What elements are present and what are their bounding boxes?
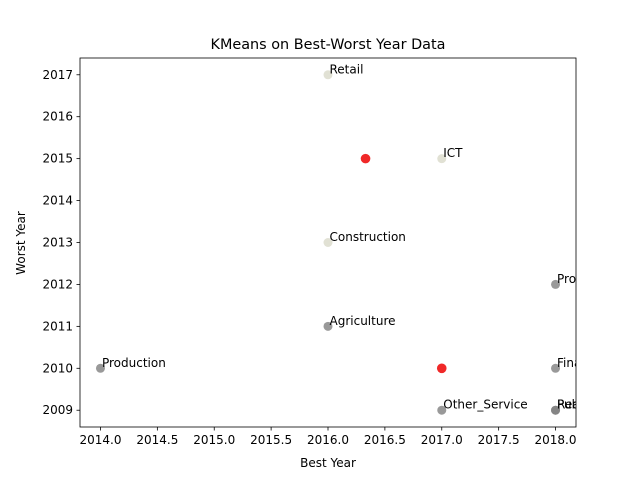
y-tick-label-2: 2011: [42, 319, 73, 333]
centroid-point-0: [360, 153, 371, 164]
x-axis-label: Best Year: [300, 456, 356, 470]
point-label-0: Retail: [330, 62, 364, 76]
point-label-1: ICT: [443, 146, 463, 160]
y-tick-label-6: 2015: [42, 152, 73, 166]
plot-area: Retail ICT Construction Professional_ Agricu…: [79, 57, 637, 428]
y-axis-label: Worst Year: [14, 211, 28, 275]
y-tick-label-1: 2010: [42, 361, 73, 375]
data-point-1: [437, 154, 447, 164]
data-point-6: [551, 363, 561, 373]
point-label-7: Other_Service: [443, 398, 527, 412]
x-tick-label-6: 2017.0: [421, 433, 463, 447]
point-label-3: Professional_: [557, 272, 636, 286]
data-point-0: [323, 70, 333, 80]
y-tick-label-3: 2012: [42, 277, 73, 291]
x-axis: 2014.0 2014.5 2015.0 2015.5 2016.0 2016.5 2017…: [79, 427, 577, 447]
data-point-2: [323, 238, 333, 247]
data-point-3: [551, 279, 561, 289]
point-label-9: Public_Admin: [557, 398, 637, 412]
centroid-point-1: [436, 363, 447, 374]
x-tick-label-1: 2014.5: [136, 433, 178, 447]
point-label-5: Production: [102, 356, 166, 370]
y-tick-label-7: 2016: [42, 110, 73, 124]
data-point-4: [323, 321, 333, 331]
x-tick-label-2: 2015.0: [193, 433, 235, 447]
point-label-6: Finance: [557, 356, 603, 370]
y-tick-label-4: 2013: [42, 236, 73, 250]
x-tick-label-3: 2015.5: [250, 433, 292, 447]
point-labels: Retail ICT Construction Professional_ Agricu…: [102, 62, 637, 412]
y-tick-label-8: 2017: [42, 68, 73, 82]
point-label-2: Construction: [330, 230, 406, 244]
y-tick-label-0: 2009: [42, 403, 73, 417]
y-axis: 2009 2010 2011 2012 2013 2014 2015 2016 2017: [42, 68, 80, 417]
x-tick-label-0: 2014.0: [79, 433, 121, 447]
x-tick-label-7: 2017.5: [478, 433, 520, 447]
x-tick-label-5: 2016.5: [364, 433, 406, 447]
x-tick-label-8: 2018.0: [535, 433, 577, 447]
y-tick-label-5: 2014: [42, 194, 73, 208]
point-label-8: Real_Estate: [557, 398, 627, 412]
x-tick-label-4: 2016.0: [307, 433, 349, 447]
data-point-9: [551, 405, 561, 415]
point-label-4: Agriculture: [330, 314, 396, 328]
data-point-7: [437, 405, 447, 415]
chart-title: KMeans on Best-Worst Year Data: [211, 37, 446, 53]
data-point-5: [95, 363, 105, 373]
